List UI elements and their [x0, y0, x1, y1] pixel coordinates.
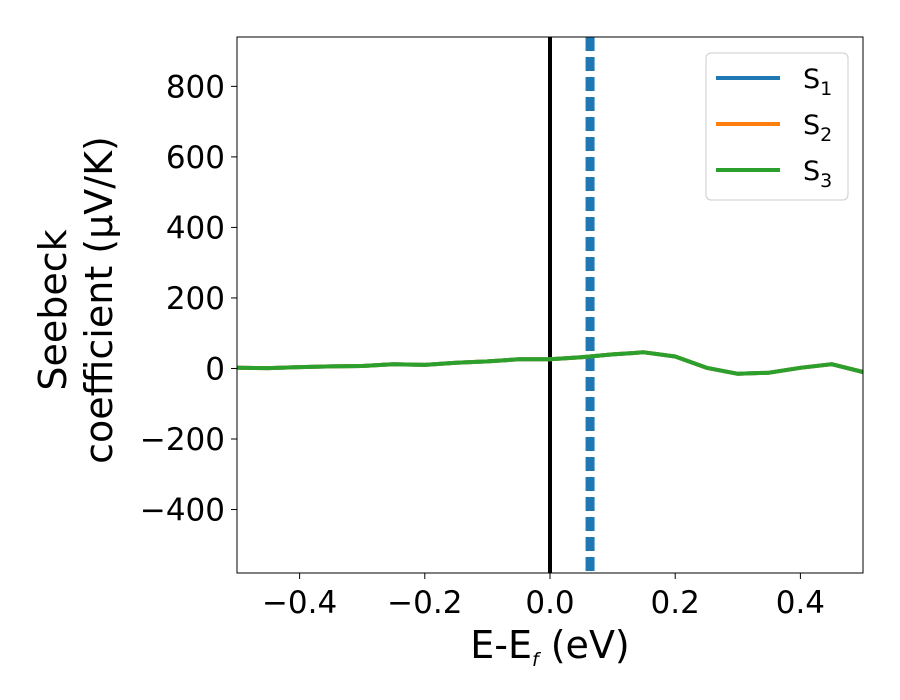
x-axis-label-sub: f — [532, 649, 542, 671]
y-tick-label: 800 — [166, 69, 225, 105]
x-tick-label: 0.0 — [525, 585, 574, 621]
legend-label-s2: S2 — [803, 110, 832, 146]
vertical-reference-lines — [548, 37, 595, 573]
x-axis-label: E-Ef (eV) — [470, 623, 630, 671]
x-tick-label: 0.4 — [776, 585, 825, 621]
y-axis-label-line2: coefficient (μV/K) — [77, 136, 121, 464]
y-tick-label: 0 — [205, 351, 225, 387]
y-axis-ticks: −400 −200 0 200 400 600 800 — [140, 69, 237, 529]
y-axis-label-line1: Seebeck — [31, 229, 75, 390]
x-axis-label-main: E-E — [470, 623, 532, 667]
x-axis-ticks: −0.4 −0.2 0.0 0.2 0.4 — [262, 573, 825, 621]
y-tick-label: 600 — [166, 140, 225, 176]
legend-label-s1: S1 — [803, 64, 832, 100]
x-tick-label: 0.2 — [651, 585, 700, 621]
y-tick-label: −400 — [140, 493, 225, 529]
series-line-s3 — [236, 350, 864, 376]
y-tick-label: −200 — [140, 422, 225, 458]
legend-label-s3: S3 — [803, 156, 832, 192]
y-tick-label: 400 — [166, 210, 225, 246]
x-tick-label: −0.4 — [262, 585, 337, 621]
series-lines — [236, 350, 864, 376]
x-axis-label-unit: (eV) — [539, 623, 630, 667]
legend: S1 S2 S3 — [705, 52, 849, 201]
y-tick-label: 200 — [166, 281, 225, 317]
x-tick-label: −0.2 — [387, 585, 462, 621]
legend-box — [705, 52, 849, 201]
